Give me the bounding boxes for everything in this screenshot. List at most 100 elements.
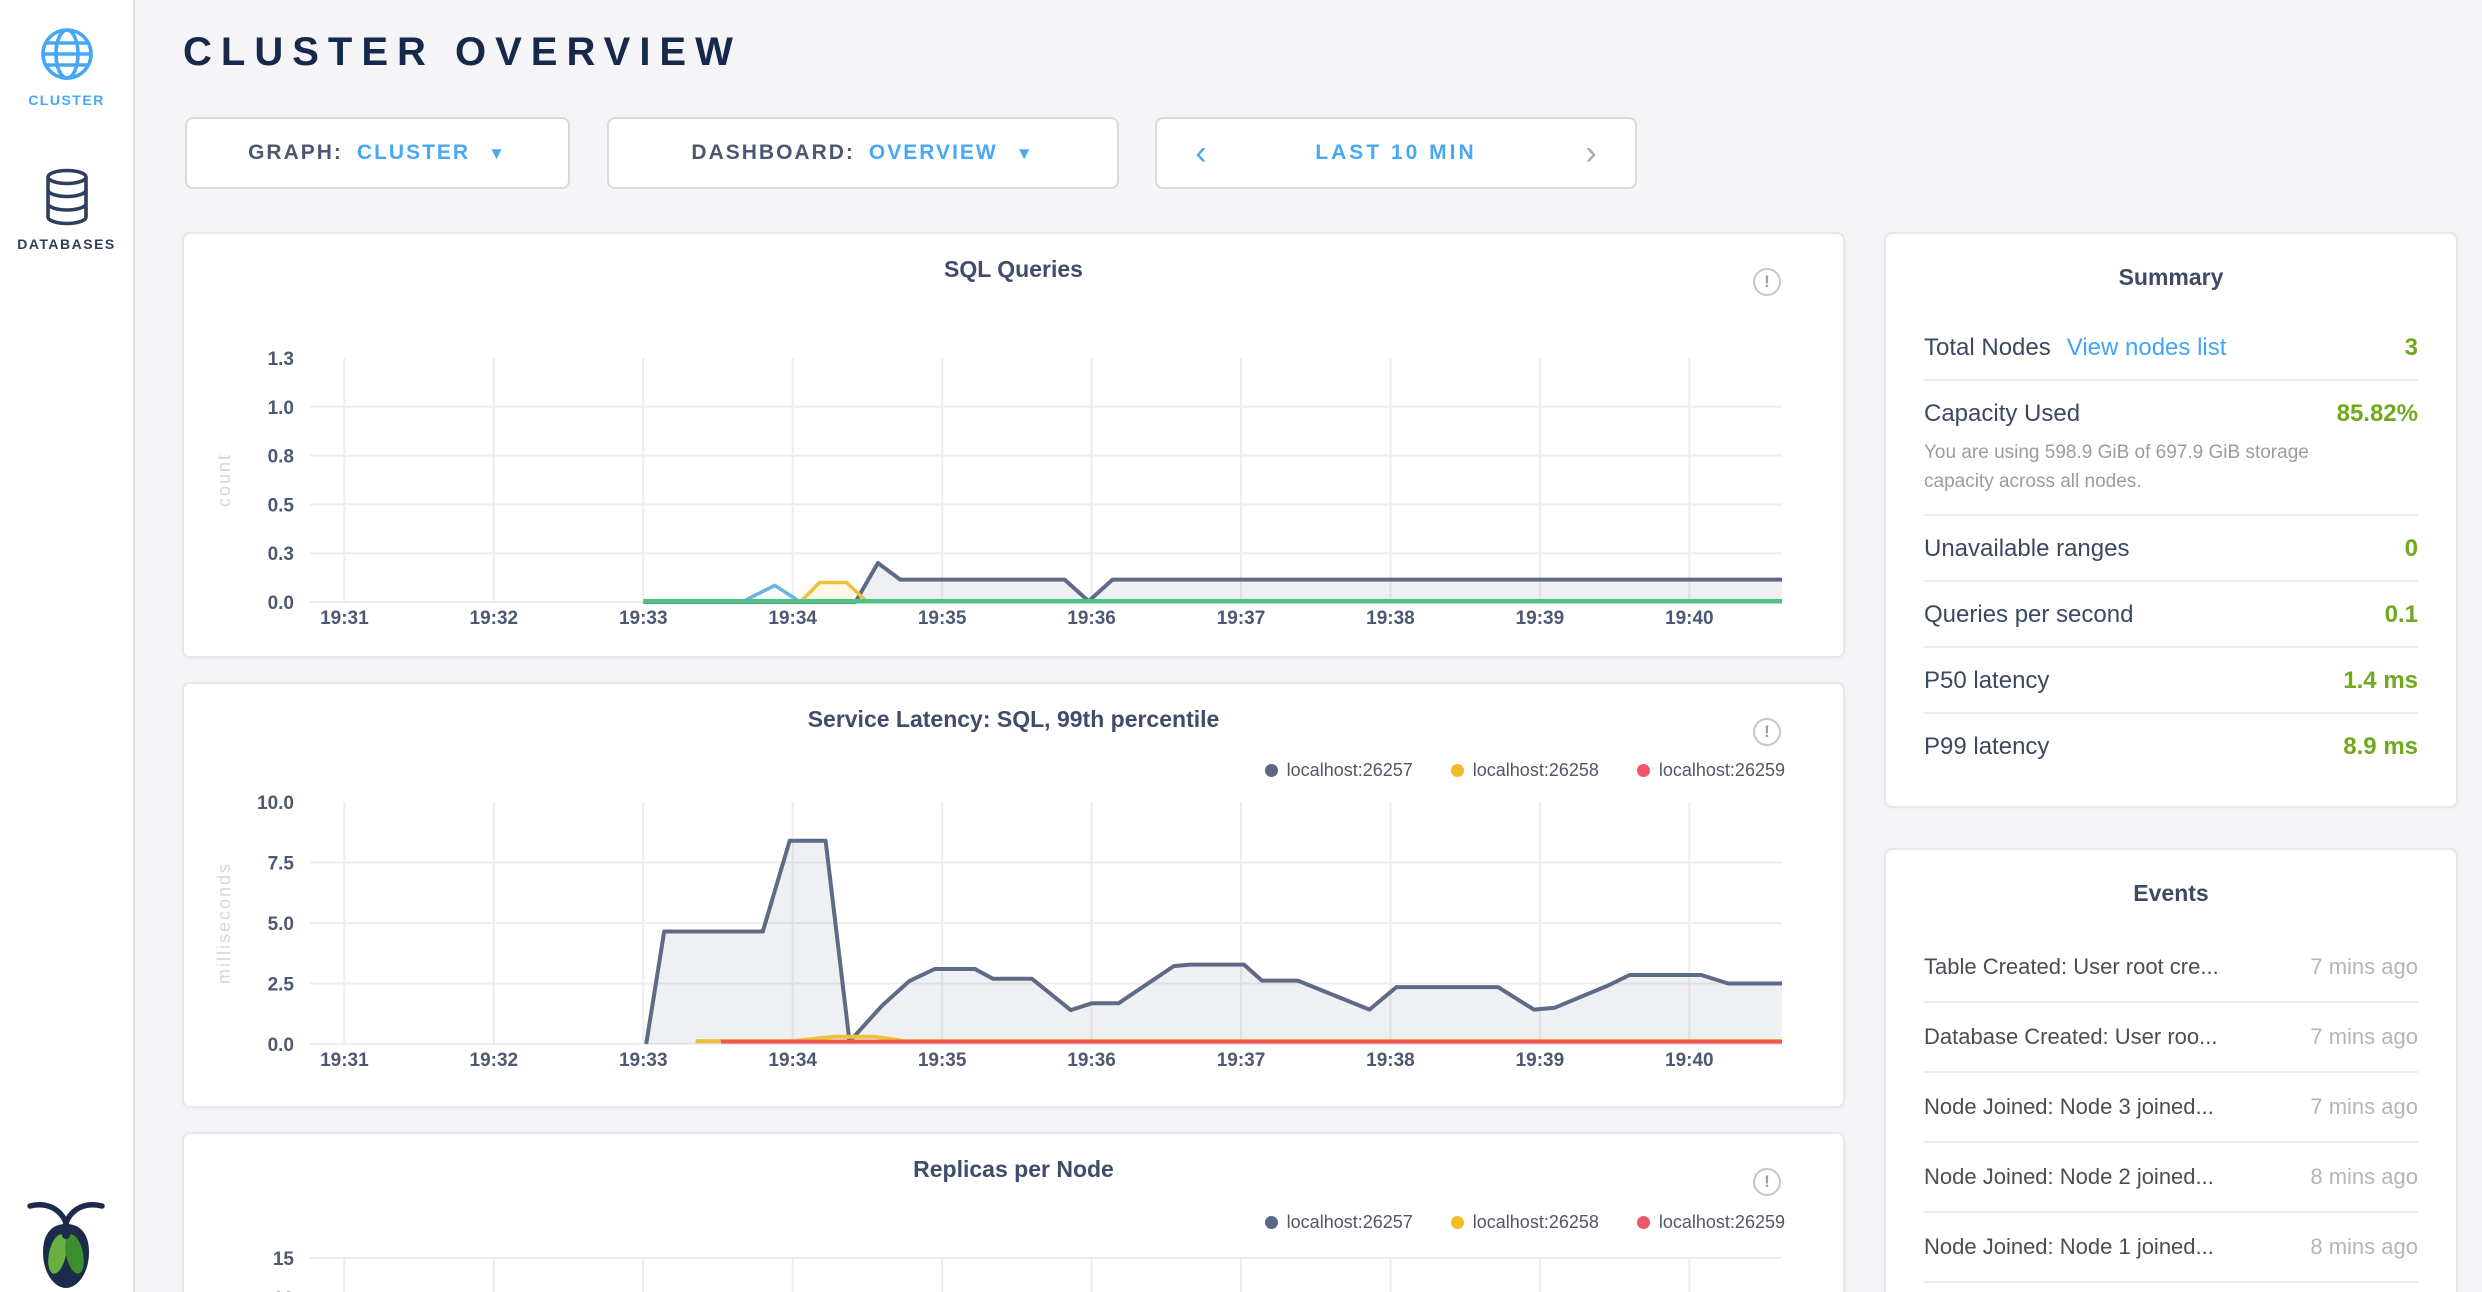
replicas-per-node-chart-canvas: 1510 xyxy=(184,1238,1843,1292)
sidebar-item-databases[interactable]: DATABASES xyxy=(0,168,133,252)
legend-dot-icon xyxy=(1265,1216,1278,1229)
svg-text:19:38: 19:38 xyxy=(1366,1050,1415,1071)
event-time: 8 mins ago xyxy=(2292,1234,2418,1260)
chart-legend: localhost:26257 localhost:26258 localhost:… xyxy=(1265,760,1785,781)
svg-text:0.8: 0.8 xyxy=(268,447,294,468)
time-range-label[interactable]: LAST 10 MIN xyxy=(1245,119,1547,187)
legend-dot-icon xyxy=(1451,764,1464,777)
legend-item[interactable]: localhost:26257 xyxy=(1265,1212,1413,1233)
svg-text:0.0: 0.0 xyxy=(268,1035,294,1056)
legend-item[interactable]: localhost:26259 xyxy=(1637,1212,1785,1233)
legend-label: localhost:26257 xyxy=(1287,1212,1413,1233)
event-text: Table Created: User root cre... xyxy=(1924,954,2219,980)
svg-text:19:36: 19:36 xyxy=(1067,608,1116,629)
events-rows: Table Created: User root cre... 7 mins a… xyxy=(1924,933,2418,1283)
time-prev-button[interactable]: ‹ xyxy=(1157,119,1245,187)
summary-label: P99 latency xyxy=(1924,733,2049,761)
sidebar-item-cluster[interactable]: CLUSTER xyxy=(0,26,133,108)
dashboard-dropdown[interactable]: DASHBOARD: OVERVIEW ▼ xyxy=(607,117,1119,189)
svg-text:19:33: 19:33 xyxy=(619,608,668,629)
svg-text:19:32: 19:32 xyxy=(470,608,519,629)
legend-dot-icon xyxy=(1265,764,1278,777)
time-next-button[interactable]: › xyxy=(1547,119,1635,187)
svg-text:19:39: 19:39 xyxy=(1516,1050,1565,1071)
info-icon[interactable]: ! xyxy=(1753,718,1781,746)
dashboard-dropdown-label: DASHBOARD: xyxy=(691,141,855,165)
event-text: Database Created: User roo... xyxy=(1924,1024,2217,1050)
dashboard-dropdown-value: OVERVIEW xyxy=(869,141,998,165)
summary-value: 0.1 xyxy=(2385,601,2418,629)
svg-text:19:37: 19:37 xyxy=(1217,608,1266,629)
svg-text:19:40: 19:40 xyxy=(1665,608,1714,629)
svg-text:19:35: 19:35 xyxy=(918,1050,967,1071)
service-latency-chart-card: Service Latency: SQL, 99th percentile ! … xyxy=(182,682,1845,1108)
summary-value: 85.82% xyxy=(2337,400,2418,428)
summary-label: Capacity Used You are using 598.9 GiB of… xyxy=(1924,400,2337,497)
sidebar-item-databases-label: DATABASES xyxy=(0,236,133,252)
svg-text:19:37: 19:37 xyxy=(1217,1050,1266,1071)
info-icon[interactable]: ! xyxy=(1753,268,1781,296)
event-row: Database Created: User roo... 7 mins ago xyxy=(1924,1003,2418,1073)
legend-dot-icon xyxy=(1637,764,1650,777)
summary-row-p50-latency: P50 latency 1.4 ms xyxy=(1924,648,2418,714)
summary-value: 1.4 ms xyxy=(2343,667,2418,695)
legend-item[interactable]: localhost:26259 xyxy=(1637,760,1785,781)
svg-text:19:38: 19:38 xyxy=(1366,608,1415,629)
legend-label: localhost:26259 xyxy=(1659,1212,1785,1233)
sql-queries-chart-card: SQL Queries ! 19:3119:3219:3319:3419:351… xyxy=(182,232,1845,658)
chart-legend: localhost:26257 localhost:26258 localhost:… xyxy=(1265,1212,1785,1233)
summary-label-text: Total Nodes xyxy=(1924,334,2051,361)
summary-rows: Total NodesView nodes list 3 Capacity Us… xyxy=(1924,315,2418,778)
event-time: 7 mins ago xyxy=(2292,1024,2418,1050)
view-nodes-list-link[interactable]: View nodes list xyxy=(2067,334,2227,361)
event-row: Node Joined: Node 2 joined... 8 mins ago xyxy=(1924,1143,2418,1213)
event-text: Node Joined: Node 3 joined... xyxy=(1924,1094,2214,1120)
sidebar-item-cluster-label: CLUSTER xyxy=(0,92,133,108)
legend-label: localhost:26259 xyxy=(1659,760,1785,781)
svg-text:19:31: 19:31 xyxy=(320,608,369,629)
page-title: CLUSTER OVERVIEW xyxy=(183,30,742,75)
summary-value: 8.9 ms xyxy=(2343,733,2418,761)
summary-title: Summary xyxy=(1924,264,2418,291)
event-text: Node Joined: Node 2 joined... xyxy=(1924,1164,2214,1190)
event-time: 7 mins ago xyxy=(2292,1094,2418,1120)
summary-row-unavailable-ranges: Unavailable ranges 0 xyxy=(1924,516,2418,582)
summary-row-capacity-used: Capacity Used You are using 598.9 GiB of… xyxy=(1924,381,2418,516)
legend-item[interactable]: localhost:26257 xyxy=(1265,760,1413,781)
sql-queries-chart-canvas: 19:3119:3219:3319:3419:3519:3619:3719:38… xyxy=(184,330,1843,645)
summary-row-total-nodes: Total NodesView nodes list 3 xyxy=(1924,315,2418,381)
graph-dropdown-label: GRAPH: xyxy=(248,141,343,165)
svg-text:1.3: 1.3 xyxy=(268,349,294,370)
legend-dot-icon xyxy=(1451,1216,1464,1229)
svg-text:19:40: 19:40 xyxy=(1665,1050,1714,1071)
cockroach-logo[interactable] xyxy=(26,1198,106,1292)
event-row: Table Created: User root cre... 7 mins a… xyxy=(1924,933,2418,1003)
legend-label: localhost:26258 xyxy=(1473,760,1599,781)
sidebar: CLUSTER DATABASES xyxy=(0,0,135,1292)
summary-label: Unavailable ranges xyxy=(1924,535,2129,563)
svg-text:19:33: 19:33 xyxy=(619,1050,668,1071)
summary-row-p99-latency: P99 latency 8.9 ms xyxy=(1924,714,2418,778)
svg-text:5.0: 5.0 xyxy=(268,914,294,935)
svg-text:19:32: 19:32 xyxy=(470,1050,519,1071)
globe-icon xyxy=(39,26,95,82)
chart-title: Replicas per Node xyxy=(184,1156,1843,1183)
event-row: Node Joined: Node 1 joined... 8 mins ago xyxy=(1924,1213,2418,1283)
legend-dot-icon xyxy=(1637,1216,1650,1229)
info-icon[interactable]: ! xyxy=(1753,1168,1781,1196)
time-range-selector: ‹ LAST 10 MIN › xyxy=(1155,117,1637,189)
events-panel: Events Table Created: User root cre... 7… xyxy=(1884,848,2458,1292)
graph-dropdown[interactable]: GRAPH: CLUSTER ▼ xyxy=(185,117,570,189)
svg-text:2.5: 2.5 xyxy=(268,975,295,996)
chevron-down-icon: ▼ xyxy=(488,144,507,164)
event-time: 7 mins ago xyxy=(2292,954,2418,980)
graph-dropdown-value: CLUSTER xyxy=(357,141,470,165)
legend-item[interactable]: localhost:26258 xyxy=(1451,760,1599,781)
svg-text:count: count xyxy=(214,453,234,507)
event-text: Node Joined: Node 1 joined... xyxy=(1924,1234,2214,1260)
chart-title: Service Latency: SQL, 99th percentile xyxy=(184,706,1843,733)
legend-label: localhost:26257 xyxy=(1287,760,1413,781)
summary-label: Total Nodes View nodes list xyxy=(1924,334,2226,362)
replicas-per-node-chart-card: Replicas per Node ! localhost:26257local… xyxy=(182,1132,1845,1292)
legend-item[interactable]: localhost:26258 xyxy=(1451,1212,1599,1233)
